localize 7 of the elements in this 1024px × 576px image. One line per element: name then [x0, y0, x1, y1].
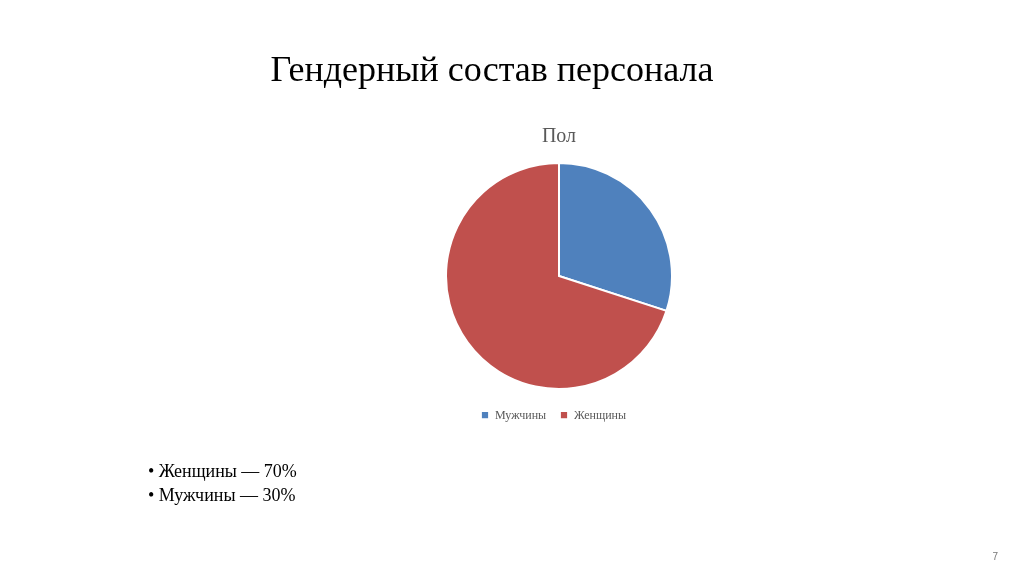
chart-title: Гендерный состав персонала: [270, 49, 714, 89]
text: • Мужчины — 30%: [148, 485, 296, 505]
text: • Женщины — 70%: [148, 461, 297, 481]
legend-label: Женщины: [574, 408, 627, 423]
text: 7: [992, 551, 999, 562]
legend-label: Мужчины: [495, 408, 547, 423]
chart-subtitle: Пол: [541, 124, 577, 146]
